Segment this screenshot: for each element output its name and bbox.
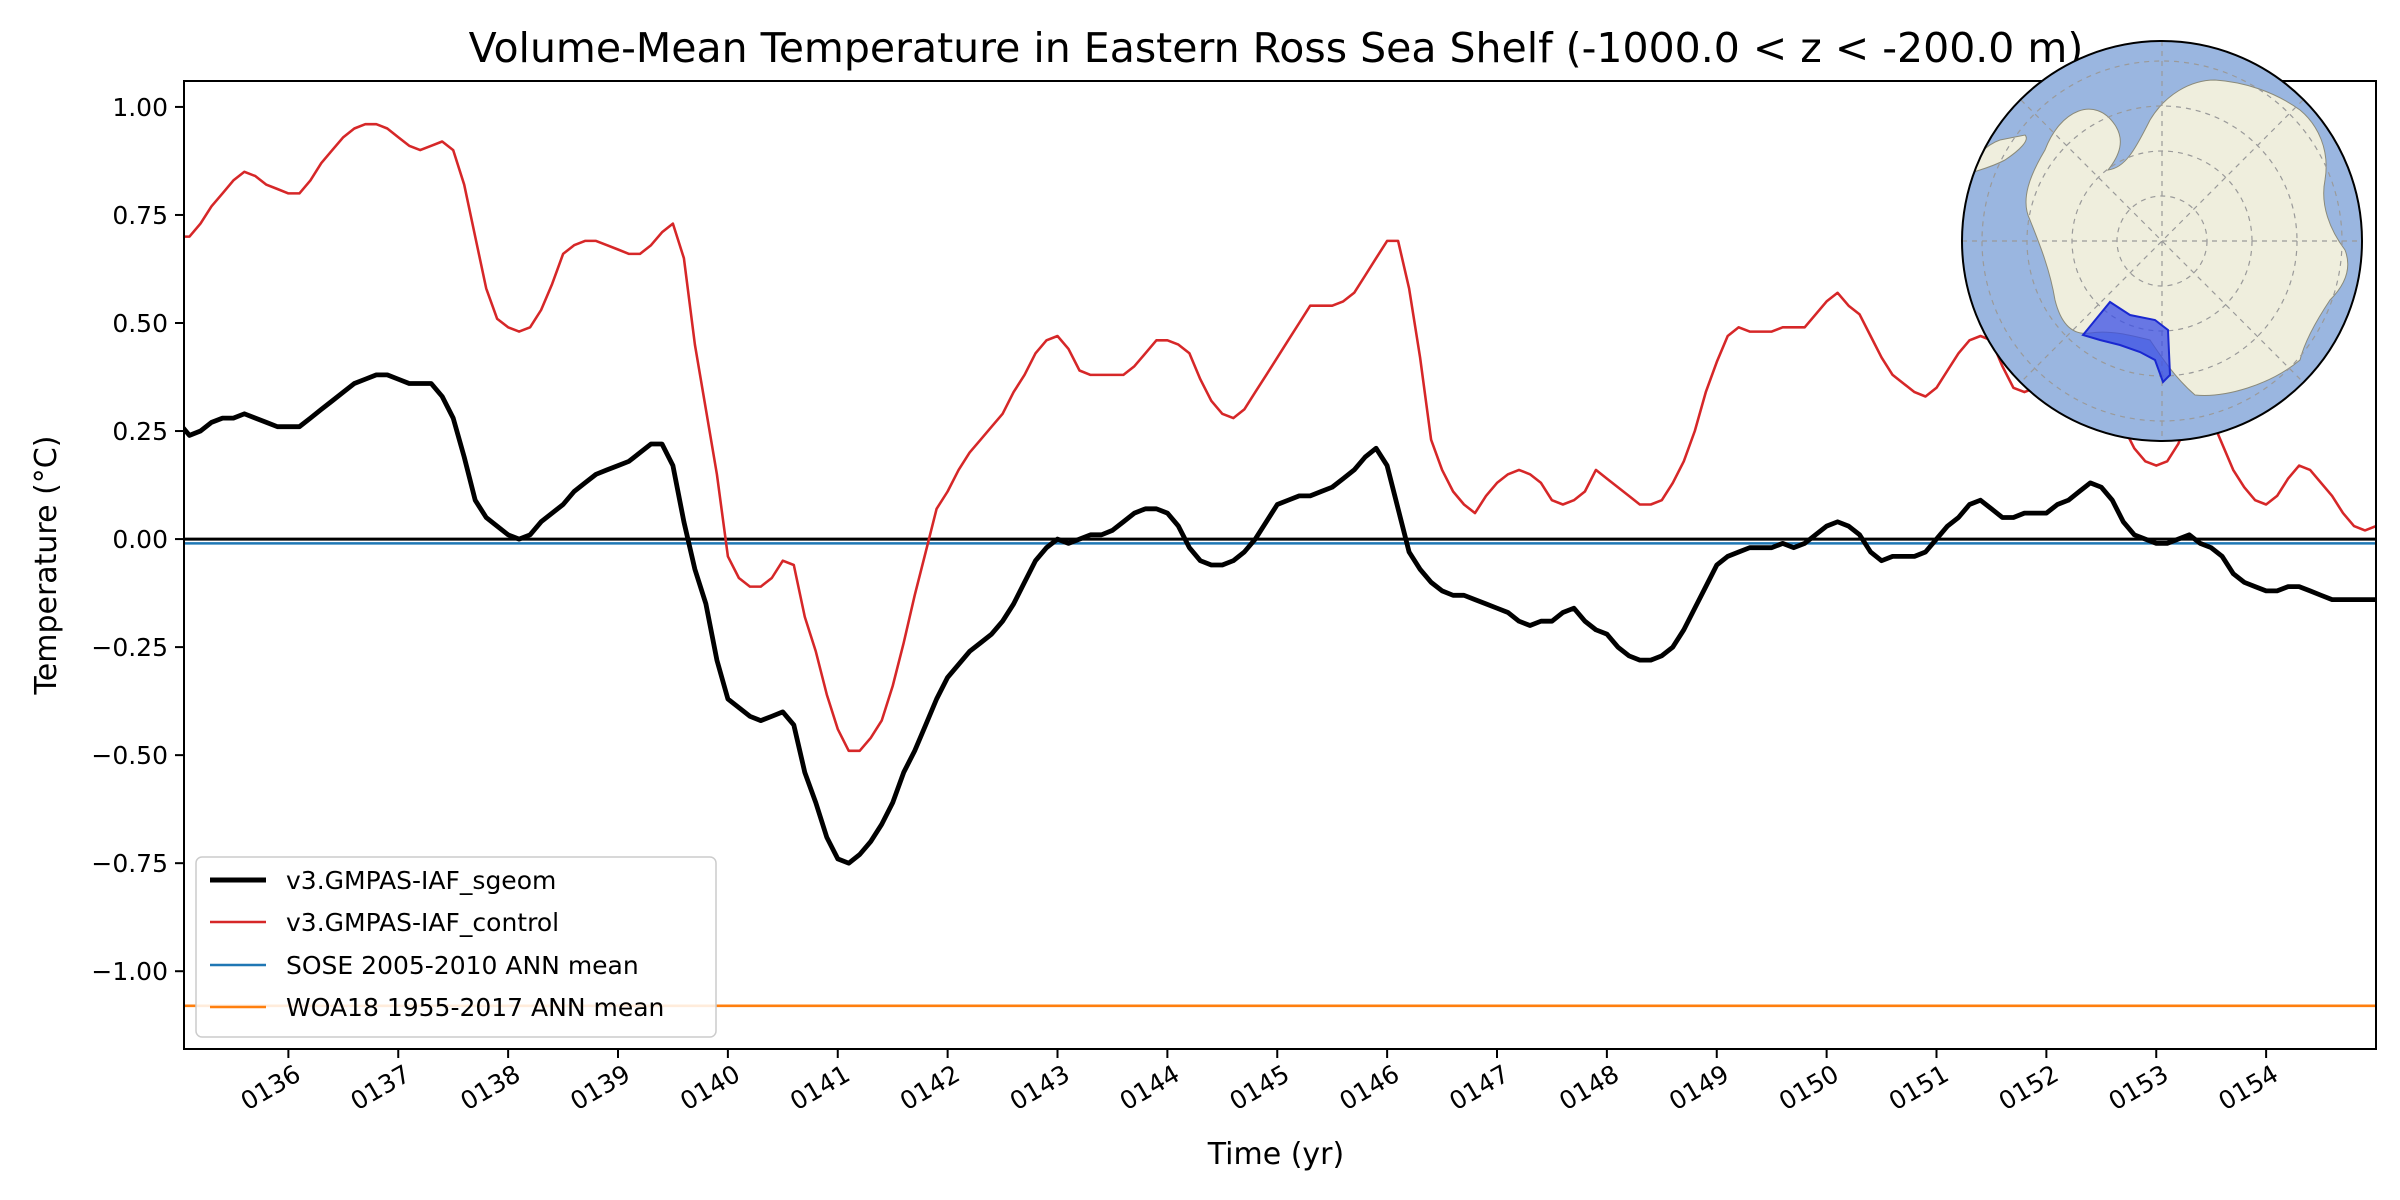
y-tick-label: −0.50: [91, 741, 168, 770]
plot-frame: [183, 80, 2377, 1050]
y-tick-label: 1.00: [112, 93, 168, 122]
y-tick-label: −1.00: [91, 957, 168, 986]
y-tick-label: 0.75: [112, 201, 168, 230]
eastern-ross-sea-region: [2081, 300, 2172, 384]
y-tick-label: 0.25: [112, 417, 168, 446]
y-tick-label: −0.25: [91, 633, 168, 662]
y-tick-label: −0.75: [91, 849, 168, 878]
legend-label-control: v3.GMPAS-IAF_control: [286, 908, 559, 937]
globe-outline: [1961, 40, 2363, 442]
series-line-v3-gmpas-iaf-sgeom: [184, 372, 2376, 866]
y-tick-label: 0.00: [112, 525, 168, 554]
legend-label-sose: SOSE 2005-2010 ANN mean: [286, 951, 639, 980]
antarctica-inset-map: [1961, 40, 2363, 442]
graticule-lon-3: [2020, 99, 2304, 383]
legend: v3.GMPAS-IAF_sgeom v3.GMPAS-IAF_control …: [195, 856, 717, 1038]
legend-label-sgeom: v3.GMPAS-IAF_sgeom: [286, 866, 556, 895]
chart-title: Volume-Mean Temperature in Eastern Ross …: [469, 24, 2084, 72]
graticule-lon-4: [2020, 99, 2304, 383]
legend-label-woa: WOA18 1955-2017 ANN mean: [286, 993, 664, 1022]
x-axis-title: Time (yr): [1207, 1137, 1344, 1172]
legend-box: [195, 856, 717, 1038]
y-axis: −1.00 −0.75 −0.50 −0.25 0.00 0.25 0.50 0.75 1.00: [91, 93, 184, 986]
y-axis-title: Temperature (°C): [29, 436, 64, 696]
y-tick-label: 0.50: [112, 309, 168, 338]
